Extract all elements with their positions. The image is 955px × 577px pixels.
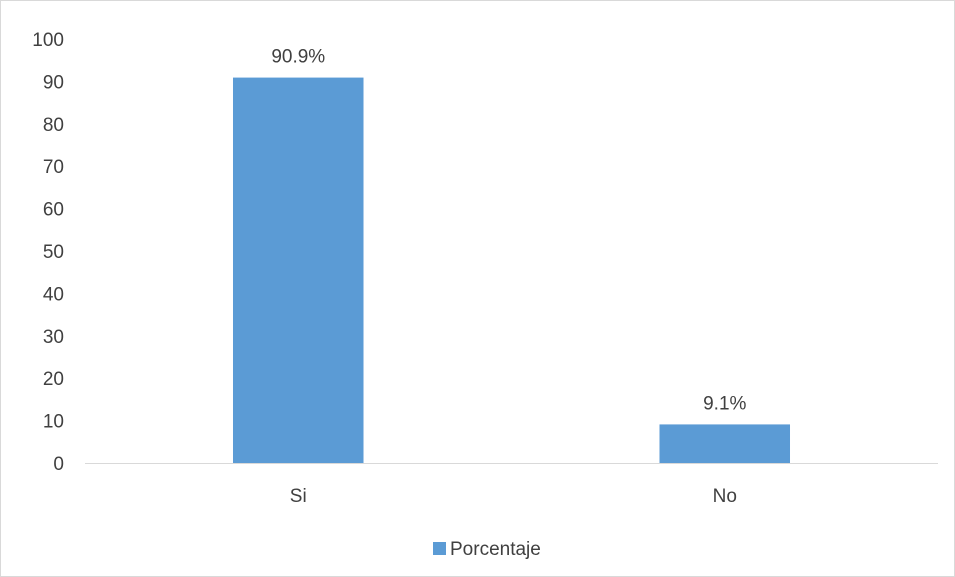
legend: Porcentaje: [433, 539, 541, 560]
y-tick-label: 60: [43, 200, 64, 221]
y-tick-label: 100: [32, 30, 64, 51]
y-tick-label: 70: [43, 157, 64, 178]
y-tick-label: 0: [53, 454, 64, 475]
y-tick-label: 40: [43, 284, 64, 305]
bars: [232, 77, 791, 464]
y-tick-label: 90: [43, 72, 64, 93]
data-label-si: 90.9%: [271, 47, 325, 68]
y-tick-label: 10: [43, 412, 64, 433]
y-tick-label: 80: [43, 115, 64, 136]
y-tick-label: 30: [43, 327, 64, 348]
bar-si: [232, 77, 364, 464]
bar-no: [659, 424, 791, 463]
category-labels: Si No: [290, 486, 737, 507]
y-axis-ticks: 0 10 20 30 40 50 60 70 80 90 100: [32, 30, 64, 475]
category-label-no: No: [713, 486, 737, 507]
y-tick-label: 20: [43, 369, 64, 390]
data-labels: 90.9% 9.1%: [271, 47, 746, 415]
legend-label: Porcentaje: [450, 539, 541, 560]
data-label-no: 9.1%: [703, 393, 746, 414]
legend-swatch: [433, 542, 446, 555]
category-label-si: Si: [290, 486, 307, 507]
y-tick-label: 50: [43, 242, 64, 263]
